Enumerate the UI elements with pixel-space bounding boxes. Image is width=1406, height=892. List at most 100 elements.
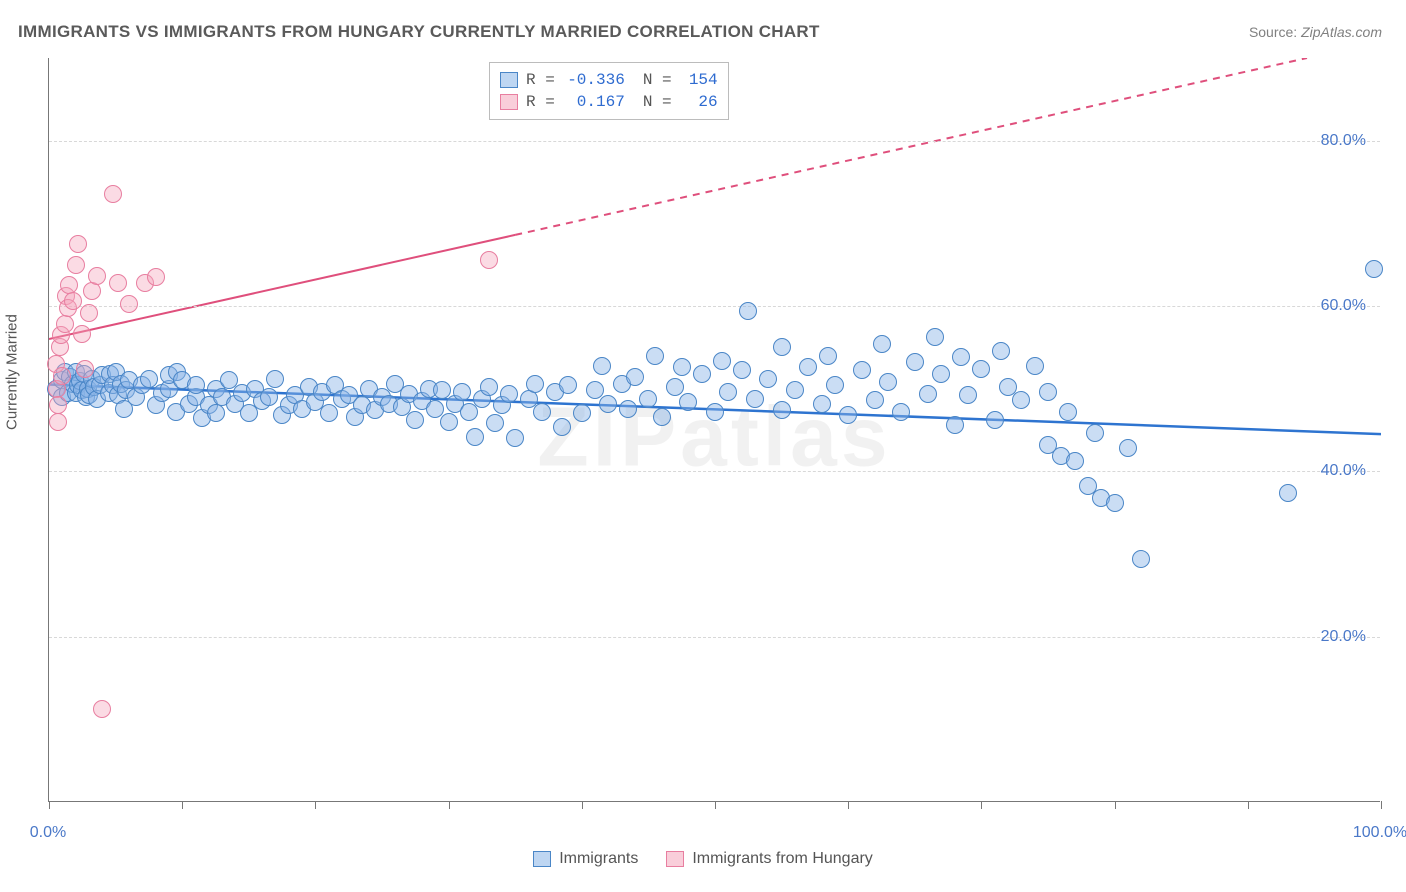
x-tick (848, 801, 849, 809)
data-point (773, 401, 791, 419)
data-point (759, 370, 777, 388)
stat-value-r: 0.167 (563, 91, 625, 113)
data-point (906, 353, 924, 371)
data-point (76, 360, 94, 378)
data-point (919, 385, 937, 403)
x-tick (582, 801, 583, 809)
y-tick-label: 80.0% (1321, 132, 1366, 150)
data-point (693, 365, 711, 383)
stats-legend-box: R =-0.336N =154R =0.167N =26 (489, 62, 729, 120)
stat-value-n: 26 (680, 91, 718, 113)
legend-label: Immigrants from Hungary (692, 850, 873, 868)
data-point (679, 393, 697, 411)
legend-item: Immigrants (533, 850, 638, 868)
data-point (739, 302, 757, 320)
data-point (88, 267, 106, 285)
data-point (826, 376, 844, 394)
data-point (1066, 452, 1084, 470)
trend-lines (49, 58, 1381, 802)
data-point (64, 292, 82, 310)
y-tick-label: 60.0% (1321, 297, 1366, 315)
data-point (719, 383, 737, 401)
data-point (646, 347, 664, 365)
data-point (959, 386, 977, 404)
data-point (104, 185, 122, 203)
x-tick (981, 801, 982, 809)
data-point (1012, 391, 1030, 409)
stats-row: R =0.167N =26 (500, 91, 718, 113)
data-point (49, 396, 67, 414)
data-point (892, 403, 910, 421)
data-point (853, 361, 871, 379)
data-point (320, 404, 338, 422)
data-point (486, 414, 504, 432)
x-tick (315, 801, 316, 809)
y-axis-label: Currently Married (4, 314, 21, 430)
data-point (1279, 484, 1297, 502)
data-point (120, 295, 138, 313)
bottom-legend: Immigrants Immigrants from Hungary (0, 850, 1406, 868)
x-tick (1115, 801, 1116, 809)
data-point (786, 381, 804, 399)
y-tick-label: 20.0% (1321, 628, 1366, 646)
x-tick (49, 801, 50, 809)
data-point (80, 304, 98, 322)
data-point (480, 378, 498, 396)
data-point (49, 413, 67, 431)
data-point (480, 251, 498, 269)
data-point (839, 406, 857, 424)
data-point (56, 315, 74, 333)
data-point (879, 373, 897, 391)
data-point (147, 268, 165, 286)
legend-swatch (500, 72, 518, 88)
data-point (1365, 260, 1383, 278)
data-point (93, 700, 111, 718)
x-tick (449, 801, 450, 809)
data-point (140, 370, 158, 388)
data-point (207, 404, 225, 422)
data-point (866, 391, 884, 409)
data-point (799, 358, 817, 376)
source-value: ZipAtlas.com (1301, 24, 1382, 40)
data-point (733, 361, 751, 379)
data-point (453, 383, 471, 401)
legend-label: Immigrants (559, 850, 638, 868)
data-point (619, 400, 637, 418)
data-point (813, 395, 831, 413)
data-point (972, 360, 990, 378)
data-point (932, 365, 950, 383)
stat-label-r: R = (526, 69, 555, 91)
x-tick (1248, 801, 1249, 809)
data-point (500, 385, 518, 403)
source-label: Source: (1249, 24, 1297, 40)
stat-value-r: -0.336 (563, 69, 625, 91)
data-point (1132, 550, 1150, 568)
data-point (926, 328, 944, 346)
data-point (573, 404, 591, 422)
gridline-h (49, 306, 1380, 307)
data-point (406, 411, 424, 429)
data-point (952, 348, 970, 366)
data-point (593, 357, 611, 375)
data-point (187, 376, 205, 394)
data-point (706, 403, 724, 421)
data-point (466, 428, 484, 446)
x-tick-label: 100.0% (1353, 824, 1406, 842)
data-point (626, 368, 644, 386)
x-tick-label: 0.0% (30, 824, 66, 842)
data-point (1086, 424, 1104, 442)
data-point (992, 342, 1010, 360)
data-point (1059, 403, 1077, 421)
gridline-h (49, 637, 1380, 638)
data-point (873, 335, 891, 353)
x-tick (715, 801, 716, 809)
data-point (506, 429, 524, 447)
data-point (260, 388, 278, 406)
data-point (73, 325, 91, 343)
data-point (713, 352, 731, 370)
data-point (553, 418, 571, 436)
data-point (673, 358, 691, 376)
data-point (746, 390, 764, 408)
data-point (1026, 357, 1044, 375)
stats-row: R =-0.336N =154 (500, 69, 718, 91)
